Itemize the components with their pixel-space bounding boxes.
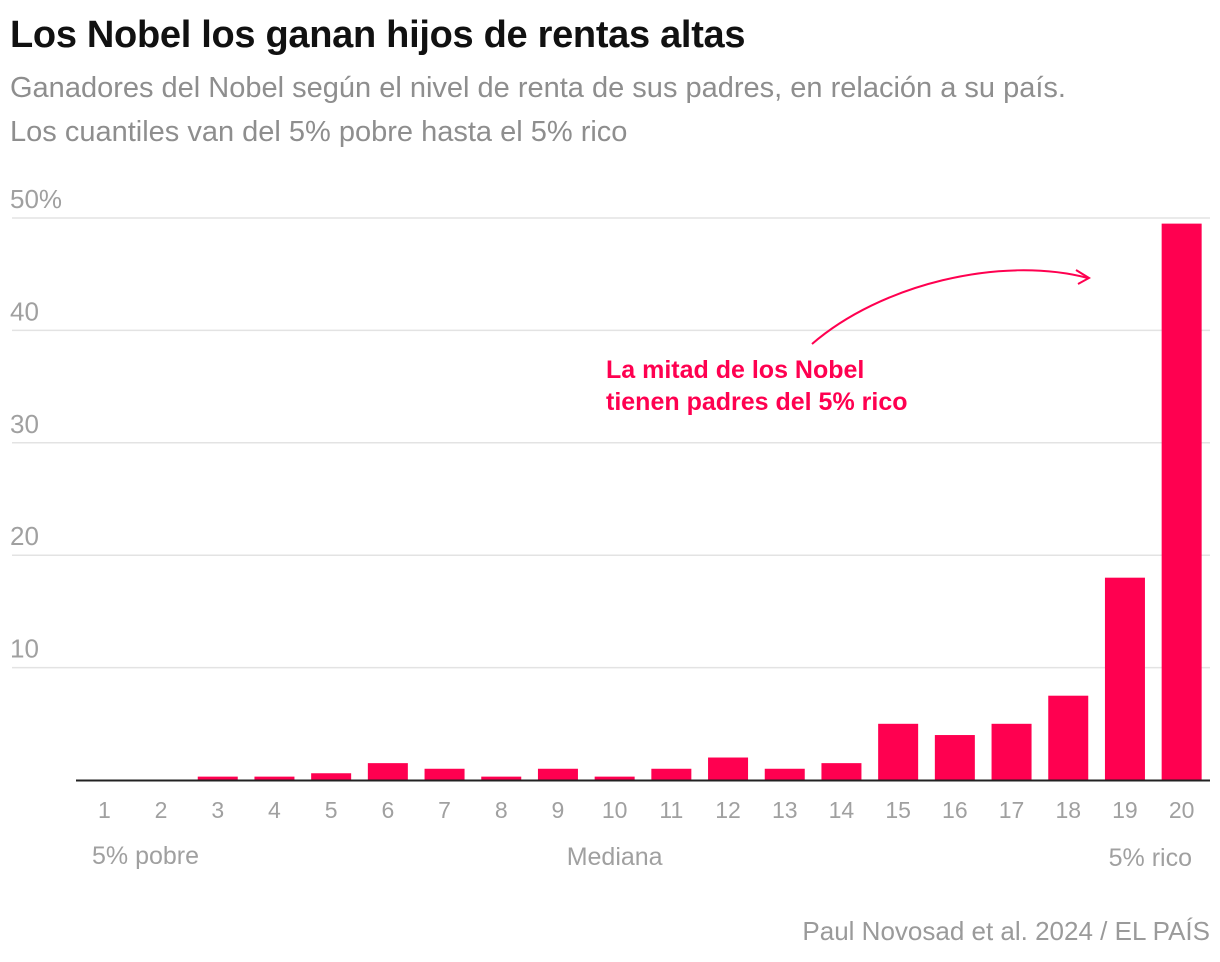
y-tick-label: 30 bbox=[10, 409, 39, 439]
bar-quantile-9 bbox=[537, 768, 578, 780]
y-tick-label: 50% bbox=[10, 184, 62, 214]
bar-quantile-3 bbox=[197, 776, 238, 780]
x-tick-label: 20 bbox=[1169, 797, 1195, 823]
source-credit: Paul Novosad et al. 2024 / EL PAÍS bbox=[802, 916, 1210, 946]
x-tick-label: 13 bbox=[772, 797, 798, 823]
bar-quantile-15 bbox=[878, 723, 919, 780]
bar-quantile-4 bbox=[254, 776, 295, 780]
x-tick-label: 10 bbox=[602, 797, 628, 823]
bar-quantile-13 bbox=[764, 768, 805, 780]
x-tick-label: 5 bbox=[325, 797, 338, 823]
annotation-line-1: La mitad de los Nobel bbox=[606, 356, 864, 384]
y-tick-label: 10 bbox=[10, 634, 39, 664]
bar-quantile-20 bbox=[1161, 223, 1202, 780]
bar-quantile-18 bbox=[1048, 695, 1089, 780]
bar-quantile-14 bbox=[821, 763, 862, 780]
x-tick-label: 12 bbox=[715, 797, 741, 823]
y-tick-label: 20 bbox=[10, 521, 39, 551]
bar-quantile-7 bbox=[424, 768, 465, 780]
x-tick-label: 11 bbox=[659, 797, 683, 823]
bar-quantile-8 bbox=[481, 776, 522, 780]
bar-quantile-19 bbox=[1104, 577, 1145, 780]
bar-quantile-5 bbox=[311, 773, 352, 780]
chart-subtitle-line-1: Ganadores del Nobel según el nivel de re… bbox=[10, 72, 1066, 104]
chart-title: Los Nobel los ganan hijos de rentas alta… bbox=[10, 14, 746, 56]
x-tick-label: 16 bbox=[942, 797, 968, 823]
x-tick-label: 3 bbox=[211, 797, 224, 823]
annotation-line-2: tienen padres del 5% rico bbox=[606, 388, 908, 416]
x-group-label-median: Mediana bbox=[567, 843, 663, 871]
chart-subtitle-line-2: Los cuantiles van del 5% pobre hasta el … bbox=[10, 116, 628, 148]
bar-quantile-10 bbox=[594, 776, 635, 780]
x-group-label-poor: 5% pobre bbox=[92, 842, 199, 870]
x-tick-label: 6 bbox=[381, 797, 394, 823]
x-tick-label: 18 bbox=[1055, 797, 1081, 823]
annotation-arrow-head bbox=[1075, 269, 1091, 285]
bar-quantile-16 bbox=[934, 735, 975, 780]
bar-quantile-12 bbox=[708, 757, 749, 780]
x-tick-label: 9 bbox=[552, 797, 565, 823]
x-tick-label: 7 bbox=[438, 797, 451, 823]
x-tick-label: 14 bbox=[829, 797, 855, 823]
y-tick-label: 40 bbox=[10, 296, 39, 326]
x-tick-label: 4 bbox=[268, 797, 281, 823]
x-tick-label: 17 bbox=[999, 797, 1025, 823]
x-tick-label: 1 bbox=[98, 797, 111, 823]
x-tick-label: 19 bbox=[1112, 797, 1138, 823]
annotation-arrow bbox=[811, 269, 1089, 345]
x-group-label-rich: 5% rico bbox=[1109, 844, 1192, 872]
x-tick-label: 15 bbox=[885, 797, 911, 823]
x-tick-label: 8 bbox=[495, 797, 508, 823]
bar-quantile-6 bbox=[367, 763, 408, 780]
x-tick-label: 2 bbox=[155, 797, 168, 823]
bar-quantile-11 bbox=[651, 768, 692, 780]
bar-quantile-17 bbox=[991, 723, 1032, 780]
